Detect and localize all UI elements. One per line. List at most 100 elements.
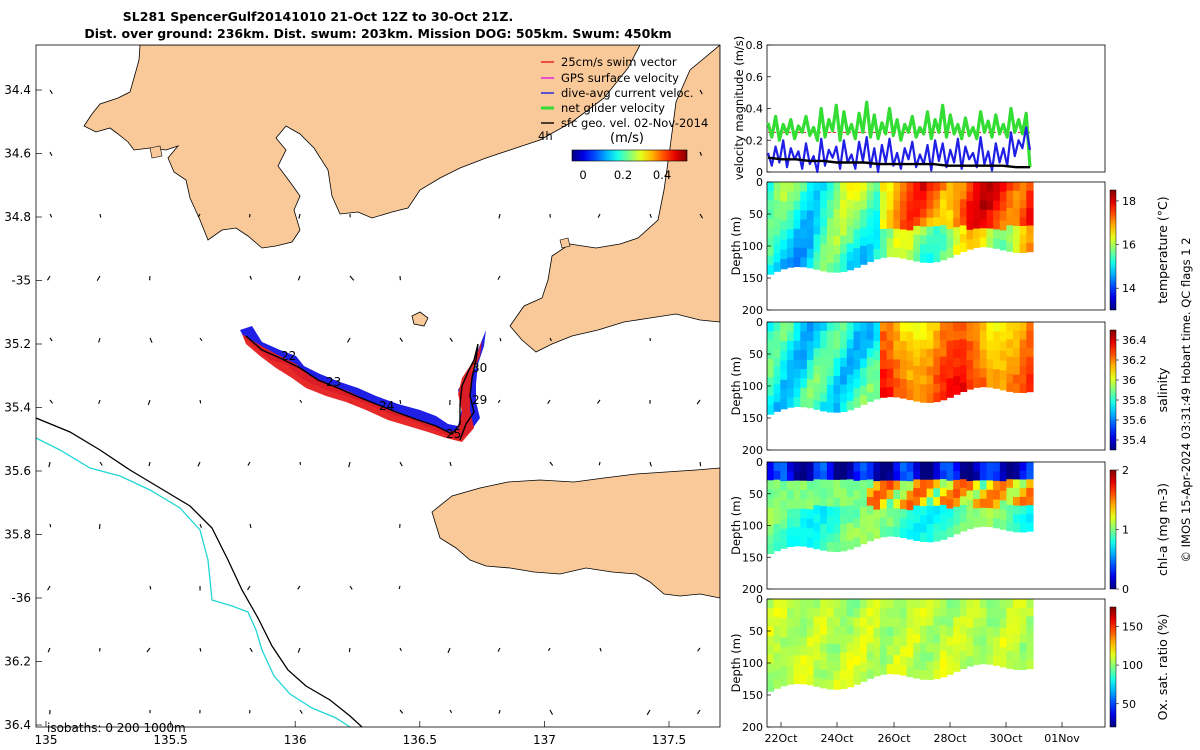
- section-cell: [966, 210, 974, 221]
- section-cell: [860, 385, 868, 396]
- section-cell: [933, 235, 941, 245]
- section-cell: [840, 470, 848, 481]
- section-cell: [933, 488, 941, 498]
- section-cell: [860, 525, 868, 536]
- section-cell: [946, 387, 954, 398]
- section-cell: [793, 508, 801, 519]
- section-cell: [1006, 190, 1014, 200]
- section-cell: [833, 497, 841, 508]
- section-cell: [886, 228, 894, 239]
- section-cell: [840, 235, 848, 246]
- section-cell: [840, 506, 848, 516]
- section-cell: [999, 490, 1008, 501]
- section-cell: [946, 646, 954, 656]
- section-cell: [906, 529, 914, 540]
- section-cell: [773, 199, 781, 210]
- section-cell: [999, 220, 1008, 231]
- section-cell: [913, 330, 921, 341]
- section-cell: [846, 374, 855, 384]
- section-cell: [880, 627, 888, 638]
- section-cell: [840, 607, 848, 618]
- section-cell: [840, 670, 848, 680]
- section-cell: [787, 617, 795, 628]
- section-cell: [826, 634, 835, 645]
- section-cell: [826, 253, 835, 264]
- section-cell: [773, 670, 781, 680]
- section-cell: [880, 210, 888, 221]
- section-cell: [993, 490, 1001, 501]
- section-cell: [966, 369, 974, 380]
- section-cell: [999, 380, 1008, 391]
- section-cell: [993, 655, 1001, 666]
- section-cell: [806, 499, 815, 510]
- section-cell: [787, 369, 795, 380]
- section-cell: [939, 668, 948, 678]
- section-cell: [833, 331, 841, 341]
- section-cell: [780, 509, 788, 520]
- section-cell: [793, 368, 801, 379]
- section-cell: [793, 182, 801, 192]
- section-cell: [813, 522, 821, 532]
- section-cell: [860, 672, 868, 682]
- section-cell: [973, 368, 981, 379]
- section-cell: [900, 379, 908, 390]
- section-cell: [906, 519, 914, 530]
- section-cell: [880, 664, 888, 675]
- section-cell: [1006, 625, 1014, 635]
- map-y-tick-label: 35.8: [4, 528, 31, 542]
- section-cell: [767, 264, 775, 275]
- section-cell: [866, 252, 875, 262]
- section-cell: [853, 340, 861, 351]
- section-cell: [1013, 523, 1021, 533]
- section-cell: [946, 499, 954, 510]
- section-cell: [880, 617, 888, 628]
- section-cell: [893, 489, 901, 500]
- section-cell: [939, 470, 948, 480]
- section-cell: [1019, 607, 1027, 618]
- time-tick-label: 24Oct: [820, 732, 854, 745]
- section-cell: [773, 322, 781, 332]
- section-cells: [767, 322, 1034, 415]
- section-cell: [913, 217, 921, 227]
- section-cell: [979, 322, 988, 332]
- section-cell: [787, 471, 795, 482]
- section-cell: [1026, 479, 1034, 489]
- section-cell: [893, 527, 901, 537]
- section-cell: [833, 394, 841, 404]
- current-vector: [197, 213, 201, 218]
- section-cell: [979, 219, 988, 229]
- section-cell: [966, 229, 974, 240]
- section-cell: [959, 651, 968, 661]
- section-cell: [1006, 659, 1014, 669]
- section-cell: [873, 528, 881, 539]
- section-cell: [780, 230, 788, 241]
- land-small-island: [411, 311, 429, 327]
- section-cell: [767, 340, 775, 351]
- depth-tick-label: 100: [742, 240, 763, 253]
- section-cell: [906, 322, 914, 333]
- section-cell: [893, 182, 901, 192]
- section-cell: [926, 661, 934, 671]
- section-cell: [813, 539, 821, 550]
- section-cell: [1006, 225, 1014, 235]
- section-cell: [820, 470, 828, 481]
- section-cell: [913, 199, 921, 209]
- section-cell: [986, 508, 994, 518]
- section-cell: [880, 340, 888, 351]
- current-vector: [697, 709, 701, 715]
- time-axis: 22Oct 24Oct 26Oct 28Oct 30Oct 01Nov: [764, 722, 1080, 745]
- section-cell: [893, 359, 901, 370]
- section-cell: [939, 633, 948, 643]
- title-line1: SL281 SpencerGulf20141010 21-Oct 12Z to …: [123, 9, 513, 24]
- section-cell: [787, 359, 795, 370]
- section-cell: [939, 207, 948, 218]
- section-cell: [920, 652, 928, 662]
- section-cell: [966, 618, 974, 629]
- section-cell: [787, 397, 795, 408]
- current-vector: [96, 275, 101, 281]
- section-cell: [886, 499, 894, 509]
- section-cell: [806, 599, 815, 610]
- section-cell: [893, 322, 901, 332]
- section-cell: [993, 636, 1001, 647]
- section-cell: [933, 652, 941, 662]
